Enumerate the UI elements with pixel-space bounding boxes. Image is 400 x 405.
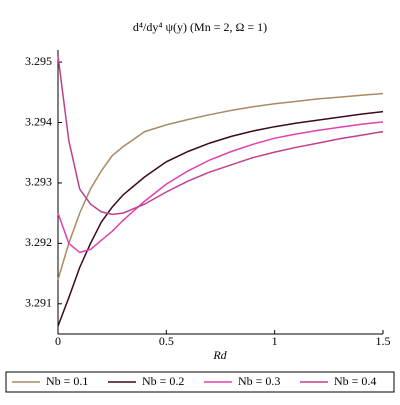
x-tick-label: 1.5 [376,334,391,348]
y-tick-label: 3.291 [25,296,52,310]
x-tick-label: 0 [55,334,61,348]
legend-label: Nb = 0.3 [238,374,280,388]
chart-title: d⁴/dy⁴ ψ(y) (Mn = 2, Ω = 1) [133,20,267,34]
line-series [57,92,384,280]
y-tick-label: 3.292 [25,235,52,249]
legend-box [5,371,395,393]
x-tick-label: 1 [272,334,278,348]
line-series [57,55,384,216]
x-tick-label: 0.5 [159,334,174,348]
legend-label: Nb = 0.2 [142,374,184,388]
y-tick-label: 3.293 [25,175,52,189]
legend-label: Nb = 0.1 [46,374,88,388]
legend-label: Nb = 0.4 [334,374,376,388]
line-series [57,121,384,254]
line-series [57,110,384,327]
y-tick-label: 3.294 [25,114,52,128]
x-axis-label: Rd [212,348,227,362]
y-tick-label: 3.295 [25,54,52,68]
